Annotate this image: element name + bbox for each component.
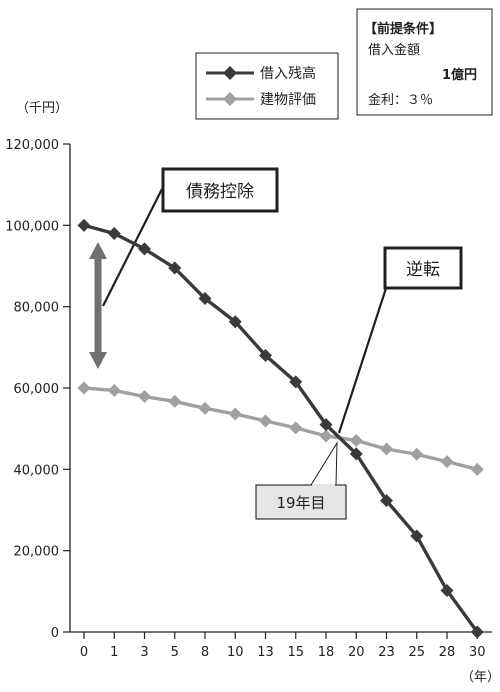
debt-deduction-leader	[102, 188, 163, 307]
x-tick-label: 15	[287, 645, 304, 660]
data-point-marker	[168, 261, 182, 275]
legend: 借入残高 建物評価	[195, 52, 339, 120]
y-tick-label: 120,000	[5, 138, 59, 153]
x-tick-label: 1	[110, 645, 118, 660]
x-tick-label: 13	[257, 645, 274, 660]
reversal-box	[383, 246, 463, 290]
data-point-marker	[107, 383, 121, 397]
data-point-marker	[107, 226, 121, 240]
premise-box-frame	[356, 8, 493, 116]
y-ticks: 0 20,000 40,000 60,000 80,000 100,000 120,000	[5, 138, 70, 641]
legend-label-building: 建物評価	[260, 92, 316, 108]
debt-deduction-callout: 債務控除	[161, 167, 279, 213]
data-point-marker	[319, 418, 333, 432]
data-point-marker	[319, 429, 333, 443]
y-tick-label: 0	[51, 626, 59, 641]
x-tick-label: 10	[227, 645, 244, 660]
x-axis-title: （年）	[461, 670, 500, 685]
data-point-marker	[289, 421, 303, 435]
x-tick-label: 3	[140, 645, 148, 660]
debt-deduction-arrow	[89, 242, 107, 369]
x-tick-label: 5	[171, 645, 179, 660]
reversal-callout: 逆転	[383, 246, 463, 290]
y-axis-title: （千円）	[16, 101, 68, 116]
legend-marker-building	[223, 92, 237, 106]
data-point-marker	[77, 218, 91, 232]
x-ticks: 0 1 3 5 8 10 13 15 18 20 23 25 28 30	[80, 632, 486, 660]
legend-frame	[195, 52, 339, 120]
premise-amount-label: 借入金額	[368, 42, 420, 58]
data-point-marker	[228, 407, 242, 421]
year19-callout-box	[255, 484, 347, 520]
data-point-marker	[349, 433, 363, 447]
data-point-marker	[138, 390, 151, 404]
debt-deduction-arrow-shaft	[94, 258, 102, 353]
data-point-marker	[138, 242, 151, 256]
debt-deduction-label: 債務控除	[186, 182, 254, 202]
year19-callout-label: 19年目	[276, 494, 325, 512]
data-point-marker	[380, 442, 393, 456]
reversal-leader	[337, 278, 391, 434]
data-point-marker	[77, 381, 91, 395]
year19-callout: 19年目	[255, 441, 347, 520]
data-point-marker	[168, 394, 182, 408]
series-layer	[77, 218, 484, 639]
debt-deduction-arrow-up-head	[89, 242, 107, 259]
premise-box: 【前提条件】 借入金額 1億円 金利：３％	[356, 8, 493, 116]
series-line	[83, 223, 479, 634]
series-loan	[77, 218, 484, 639]
x-tick-label: 8	[201, 645, 209, 660]
data-point-marker	[259, 414, 272, 428]
data-point-marker	[259, 348, 272, 362]
x-tick-label: 30	[469, 645, 486, 660]
data-point-marker	[289, 375, 303, 389]
legend-item-loan: 借入残高	[206, 65, 316, 82]
data-point-marker	[470, 462, 484, 476]
premise-interest: 金利：３％	[368, 92, 433, 108]
legend-label-loan: 借入残高	[260, 65, 316, 82]
y-tick-label: 20,000	[14, 545, 60, 560]
data-point-marker	[228, 315, 242, 329]
data-point-marker	[440, 584, 454, 598]
y-tick-label: 60,000	[14, 382, 60, 397]
x-tick-label: 23	[378, 645, 395, 660]
year19-callout-pointer	[310, 441, 338, 486]
debt-deduction-arrow-down-head	[89, 352, 107, 369]
data-point-marker	[198, 401, 212, 415]
legend-marker-loan	[223, 66, 237, 80]
y-tick-label: 80,000	[14, 301, 60, 316]
x-tick-label: 25	[408, 645, 425, 660]
x-tick-label: 28	[439, 645, 456, 660]
data-point-marker	[410, 529, 424, 543]
data-point-marker	[410, 447, 424, 461]
data-point-marker	[349, 447, 363, 461]
data-point-marker	[380, 494, 393, 508]
data-point-marker	[440, 455, 454, 469]
premise-amount-value: 1億円	[442, 67, 477, 83]
data-point-marker	[198, 292, 212, 306]
premise-title: 【前提条件】	[364, 21, 442, 37]
legend-item-building: 建物評価	[206, 92, 316, 108]
y-tick-label: 100,000	[5, 219, 59, 234]
x-tick-label: 18	[318, 645, 335, 660]
series-building	[77, 381, 484, 476]
x-tick-label: 20	[348, 645, 365, 660]
y-tick-label: 40,000	[14, 463, 60, 478]
x-tick-label: 0	[80, 645, 88, 660]
reversal-label: 逆転	[406, 260, 440, 280]
debt-deduction-box	[161, 167, 279, 213]
data-point-marker	[470, 625, 484, 639]
